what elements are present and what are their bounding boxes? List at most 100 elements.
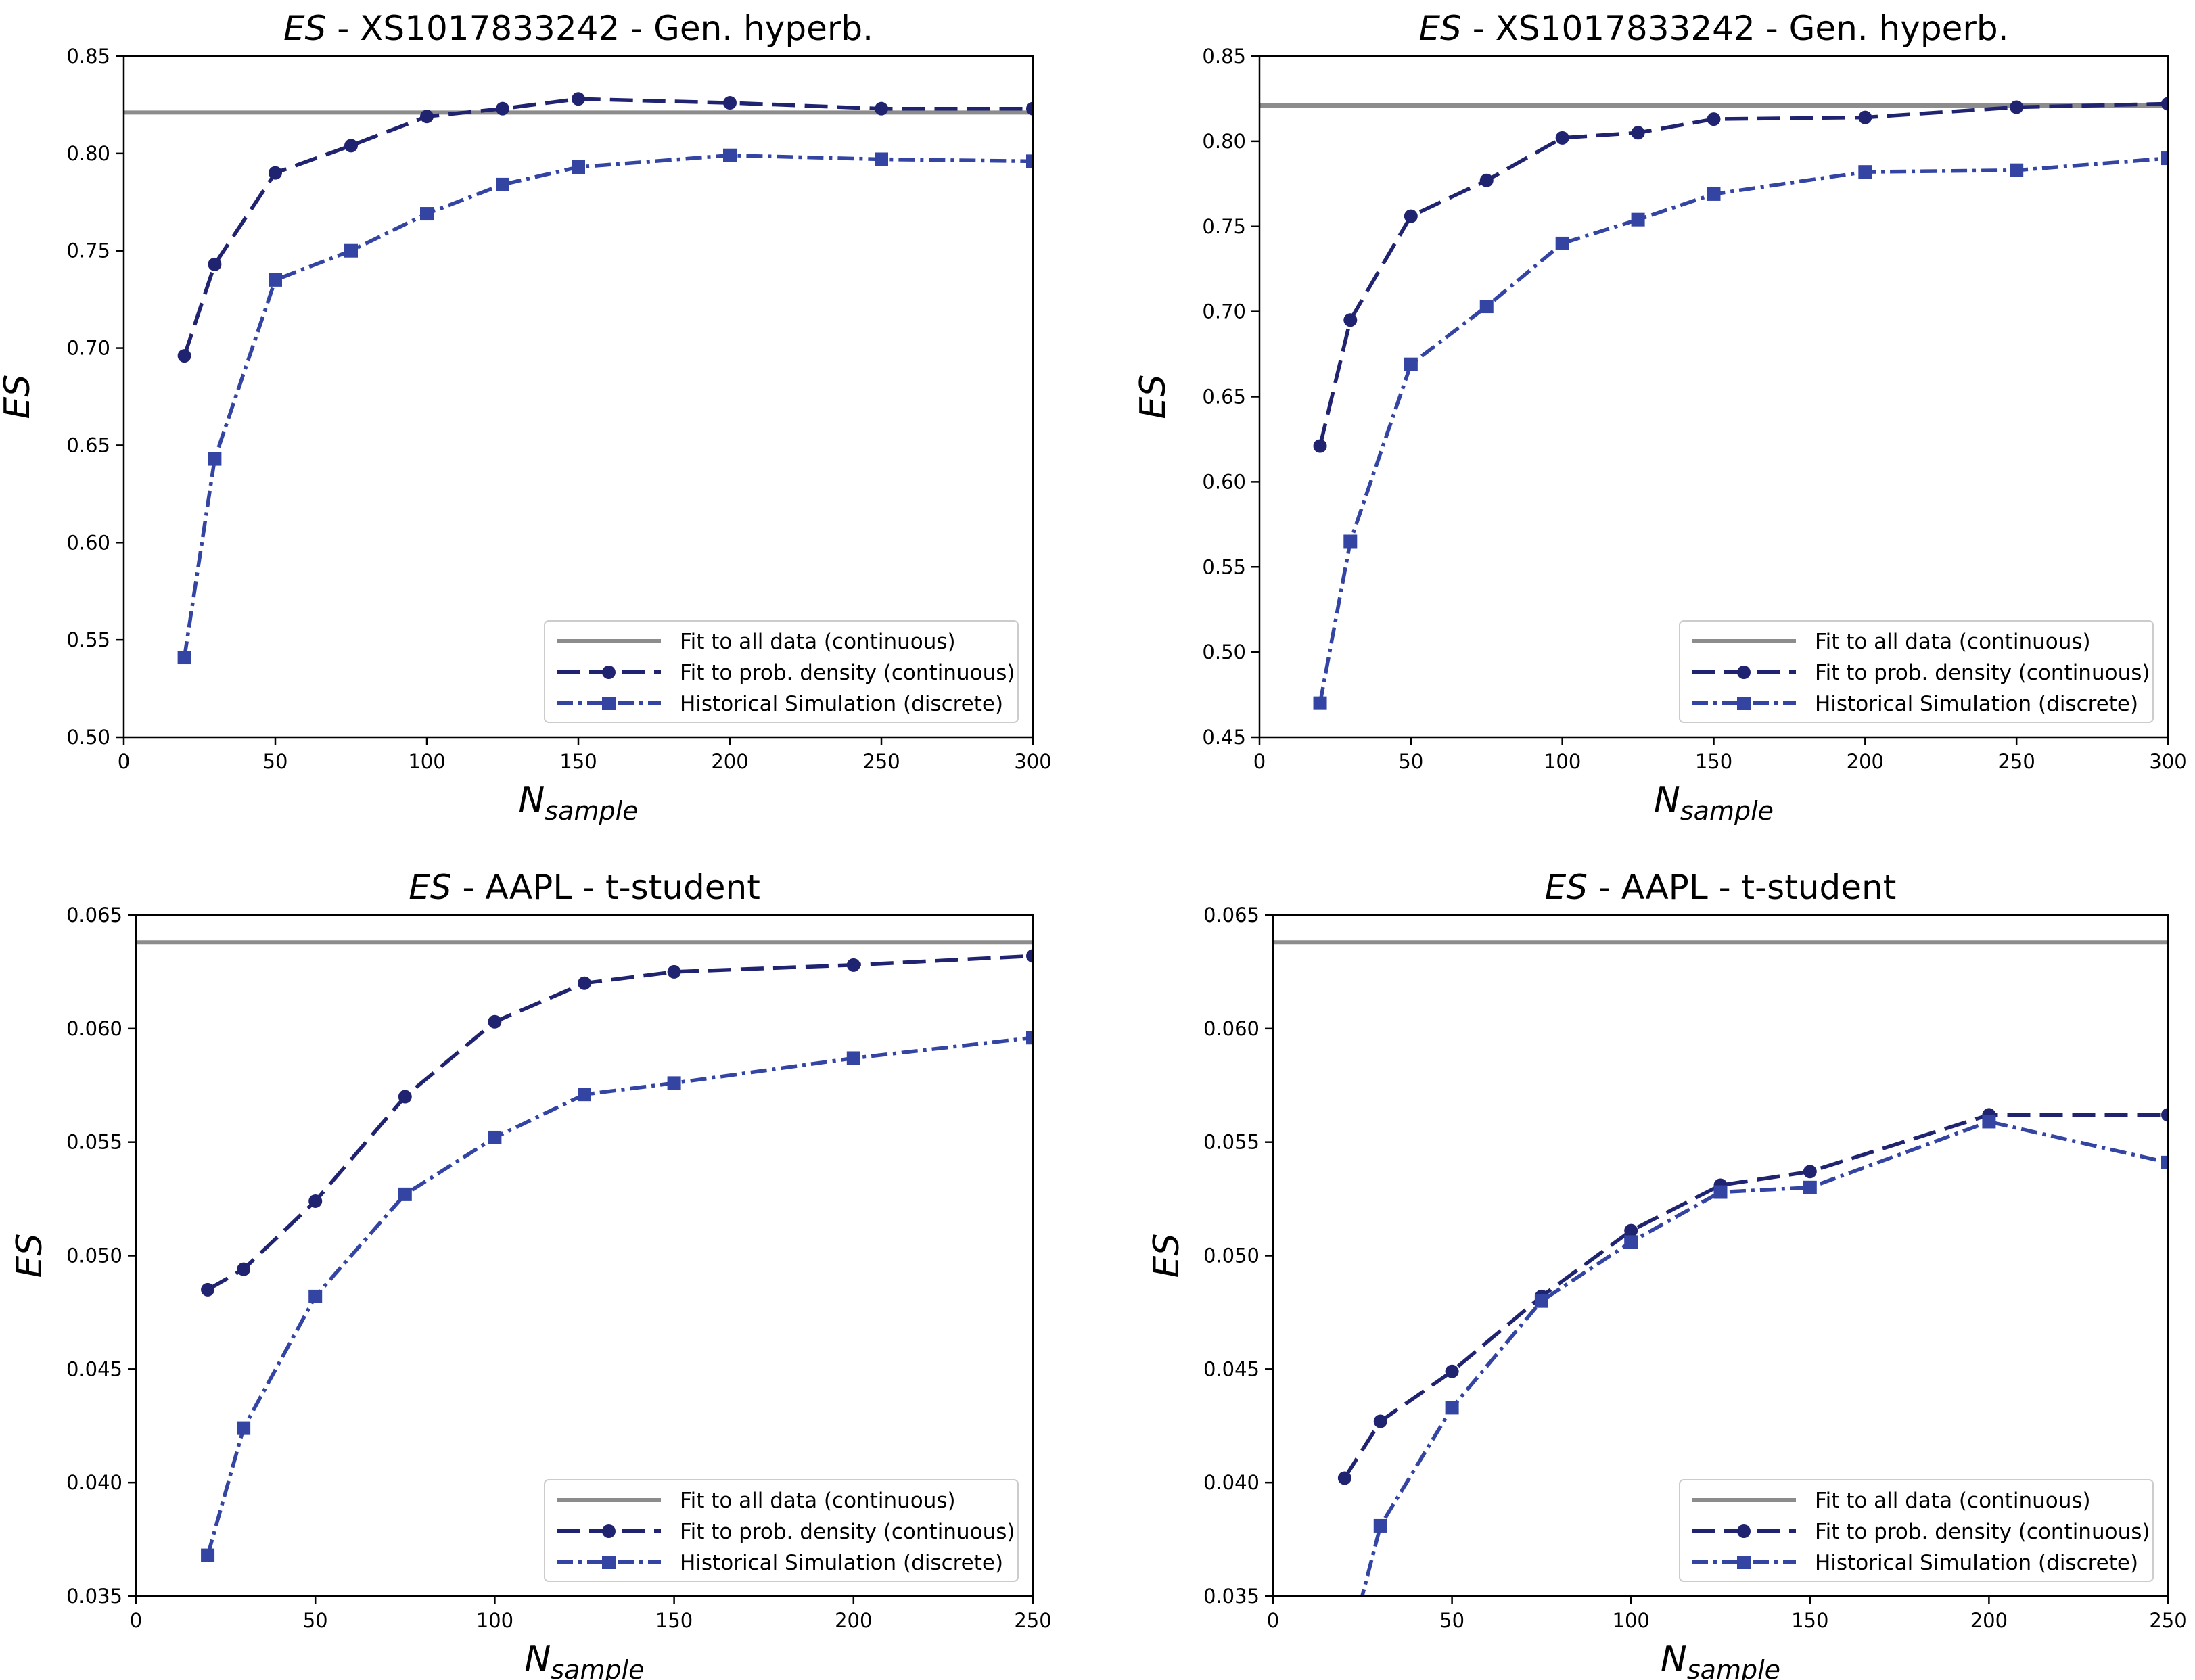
data-point-square	[208, 452, 222, 466]
data-point-square	[1343, 534, 1358, 549]
x-axis-label: Nsample	[518, 780, 638, 826]
chart-panel-3: ES - AAPL - t-student 0 50 100 150 200 250 0.03…	[9, 868, 1052, 1680]
data-point-square	[1982, 1115, 1996, 1129]
data-point-circle	[1343, 313, 1358, 327]
x-axis-label: Nsample	[524, 1639, 644, 1680]
y-tick-label: 0.50	[66, 726, 110, 749]
plot-frame	[122, 55, 1034, 739]
data-point-circle	[1026, 949, 1033, 963]
legend-entry-label: Fit to prob. density (continuous)	[680, 661, 1015, 685]
data-point-circle	[1803, 1165, 1817, 1179]
data-point-circle	[237, 1262, 251, 1276]
chart-title-italic: ES	[1418, 9, 1461, 48]
x-tick-label: 50	[263, 750, 288, 773]
x-tick-label: 100	[1613, 1609, 1650, 1632]
data-point-square	[1404, 357, 1418, 371]
x-tick-label: 250	[2149, 1609, 2186, 1632]
x-axis-label: Nsample	[1654, 780, 1774, 826]
data-point-square	[237, 1421, 251, 1435]
y-tick-label: 0.60	[66, 531, 110, 554]
legend-entry-label: Fit to all data (continuous)	[1815, 1489, 2091, 1513]
plot-frame	[1258, 55, 2169, 739]
legend-box	[544, 1479, 1019, 1582]
data-layer	[136, 940, 1033, 1562]
data-point-square	[344, 243, 358, 258]
series-line-fit-density	[1318, 101, 2168, 447]
y-tick-label: 0.065	[66, 904, 122, 927]
data-point-square	[1373, 1518, 1387, 1533]
chart-title-italic: ES	[409, 868, 451, 907]
y-tick-label: 0.75	[1202, 215, 1246, 238]
legend-marker-square	[602, 1556, 616, 1569]
data-point-square	[1479, 300, 1494, 314]
data-point-square	[420, 207, 434, 221]
legend: Fit to all data (continuous) Fit to prob.…	[1679, 1479, 2154, 1582]
chart-title: ES - XS1017833242 - Gen. hyperb.	[283, 9, 873, 48]
x-tick-label: 250	[862, 750, 900, 773]
chart-title-rest: - XS1017833242 - Gen. hyperb.	[326, 9, 873, 48]
legend-marker-square	[1737, 1556, 1751, 1569]
legend-entry-label: Fit to all data (continuous)	[680, 1489, 956, 1513]
y-axis-label: ES	[9, 1234, 50, 1278]
data-layer	[1273, 940, 2168, 1596]
series-line-fit-density	[1343, 1113, 2168, 1479]
x-axis-label-main: N	[524, 1639, 551, 1679]
data-point-square	[496, 177, 509, 191]
y-axis-label: ES	[1133, 375, 1174, 419]
x-tick-label: 100	[408, 750, 445, 773]
legend-box	[544, 620, 1019, 723]
y-tick-label: 0.50	[1202, 640, 1246, 663]
data-point-circle	[208, 257, 222, 271]
y-tick-label: 0.80	[66, 142, 110, 165]
x-tick-label: 50	[303, 1609, 328, 1632]
y-tick-label: 0.055	[66, 1131, 122, 1154]
y-tick-label: 0.040	[1203, 1471, 1260, 1494]
legend: Fit to all data (continuous) Fit to prob.…	[1679, 620, 2154, 723]
x-tick-label: 0	[130, 1609, 142, 1632]
legend-marker-circle	[602, 666, 616, 679]
y-tick-label: 0.035	[1203, 1585, 1260, 1608]
y-tick-label: 0.055	[1203, 1131, 1260, 1154]
x-tick-label: 300	[1014, 750, 1051, 773]
legend-box	[1679, 620, 2154, 723]
y-tick-label: 0.55	[1202, 555, 1246, 578]
legend-entry-label: Fit to prob. density (continuous)	[1815, 1520, 2150, 1544]
x-tick-label: 100	[1544, 750, 1581, 773]
data-point-circle	[1479, 173, 1494, 187]
data-point-circle	[667, 964, 681, 979]
y-tick-label: 0.050	[1203, 1244, 1260, 1267]
y-tick-label: 0.85	[66, 45, 110, 68]
data-point-square	[667, 1076, 681, 1090]
x-axis-label: Nsample	[1661, 1639, 1780, 1680]
chart-title-italic: ES	[283, 9, 326, 48]
chart-title: ES - XS1017833242 - Gen. hyperb.	[1418, 9, 2008, 48]
legend: Fit to all data (continuous) Fit to prob.…	[544, 1479, 1019, 1582]
data-point-circle	[1313, 439, 1327, 453]
x-tick-label: 200	[711, 750, 748, 773]
y-tick-label: 0.045	[1203, 1357, 1260, 1380]
y-tick-label: 0.050	[66, 1244, 122, 1267]
chart-title-rest: - AAPL - t-student	[1588, 868, 1896, 907]
legend-marker-circle	[602, 1524, 616, 1538]
data-point-circle	[308, 1194, 323, 1208]
data-point-square	[398, 1187, 412, 1201]
x-tick-label: 50	[1439, 1609, 1464, 1632]
data-point-circle	[1707, 112, 1721, 126]
data-point-circle	[1624, 1223, 1638, 1238]
chart-title-rest: - AAPL - t-student	[452, 868, 760, 907]
data-point-circle	[2161, 1108, 2168, 1122]
y-tick-label: 0.60	[1202, 470, 1246, 493]
legend-marker-square	[1737, 697, 1751, 710]
data-point-circle	[578, 976, 591, 990]
data-point-circle	[1555, 131, 1569, 145]
data-point-square	[201, 1548, 215, 1562]
data-point-circle	[723, 96, 737, 110]
legend-entry-label: Historical Simulation (discrete)	[1815, 692, 2138, 716]
plot-frame	[1272, 914, 2169, 1597]
data-point-square	[846, 1051, 860, 1065]
data-point-square	[1624, 1235, 1638, 1249]
legend-entry-label: Historical Simulation (discrete)	[680, 692, 1003, 716]
x-tick-label: 200	[1970, 1609, 2008, 1632]
data-point-circle	[1445, 1364, 1459, 1378]
